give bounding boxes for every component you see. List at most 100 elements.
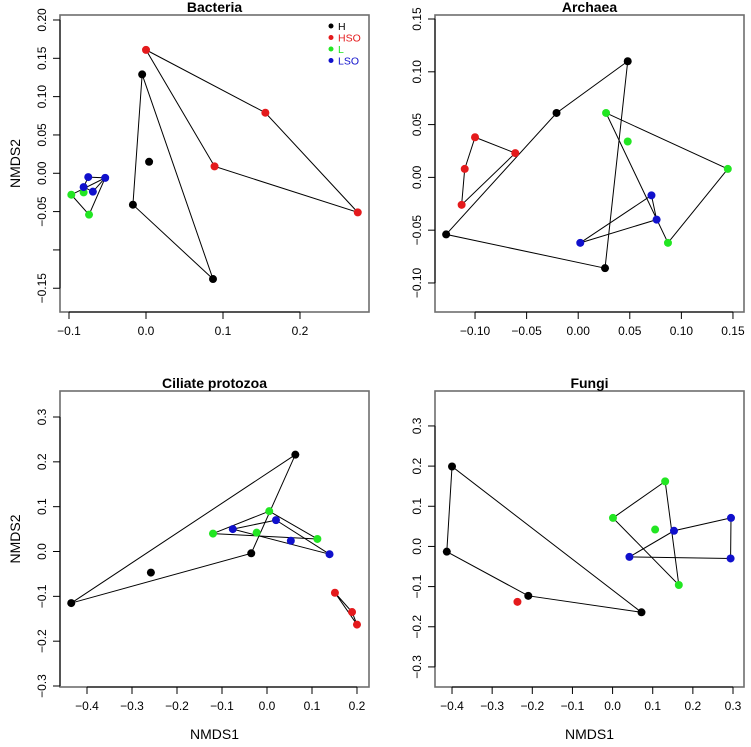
- point-lso: [647, 191, 656, 200]
- point-h: [637, 608, 646, 617]
- x-tick-label: −0.3: [120, 699, 144, 713]
- point-hso: [352, 620, 361, 629]
- panel-title: Ciliate protozoa: [162, 375, 267, 391]
- legend-marker-h: [328, 23, 334, 29]
- panel-title: Fungi: [570, 375, 608, 391]
- hull-l: [70, 176, 107, 216]
- point-h: [448, 462, 457, 471]
- x-tick-label: −0.1: [210, 699, 234, 713]
- x-tick-label: −0.05: [511, 324, 542, 338]
- point-h: [67, 599, 76, 608]
- point-l: [602, 108, 611, 117]
- x-tick-label: −0.10: [460, 324, 491, 338]
- legend-label: HSO: [338, 33, 361, 45]
- y-axis: −0.3 −0.2 −0.1 0.0 0.1 0.2 0.3: [35, 408, 61, 698]
- panel-archaea: Archaea−0.10 −0.05 0.00 0.05 0.10 0.15−0.10−0…: [410, 0, 745, 338]
- panel-title: Bacteria: [187, 0, 242, 15]
- y-tick-label: 0.10: [35, 85, 49, 109]
- legend-marker-l: [328, 46, 334, 52]
- point-h: [601, 264, 610, 273]
- y-tick-label: 0.05: [35, 123, 49, 147]
- point-hso: [210, 162, 219, 171]
- point-l: [313, 534, 322, 543]
- point-lso: [79, 183, 88, 192]
- y-tick-label: −0.2: [35, 629, 49, 653]
- point-lso: [88, 187, 97, 196]
- x-axis-label: NMDS1: [190, 726, 239, 742]
- point-hso: [330, 588, 339, 597]
- x-tick-label: −0.4: [75, 699, 99, 713]
- x-tick-label: 0.2: [292, 324, 309, 338]
- x-axis: −0.10 −0.05 0.00 0.05 0.10 0.15: [460, 311, 745, 338]
- point-hso: [261, 108, 270, 117]
- legend-marker-lso: [328, 58, 334, 63]
- legend-label: LSO: [338, 56, 359, 68]
- y-tick-label: 0.1: [410, 498, 424, 515]
- point-h: [442, 230, 451, 239]
- point-h: [291, 450, 300, 459]
- hull-lso: [627, 517, 732, 559]
- y-tick-label: 0.05: [410, 113, 424, 137]
- y-tick-label: 0.15: [410, 7, 424, 31]
- y-tick-label: 0.20: [35, 8, 49, 32]
- point-lso: [101, 173, 110, 182]
- plot-frame: [59, 390, 370, 688]
- y-tick-label: −0.05: [35, 196, 49, 227]
- y-tick-label: −0.2: [410, 615, 424, 639]
- point-lso: [652, 215, 661, 224]
- point-l: [661, 477, 670, 486]
- point-h: [623, 57, 632, 66]
- y-tick-label: −0.05: [410, 215, 424, 246]
- y-axis-label: NMDS2: [7, 514, 23, 563]
- point-hso: [471, 133, 480, 142]
- point-lso: [726, 554, 735, 563]
- legend-label: L: [338, 44, 344, 56]
- point-l: [651, 525, 660, 534]
- x-tick-label: 0.05: [618, 324, 642, 338]
- point-lso: [84, 173, 93, 182]
- point-hso: [513, 597, 522, 606]
- x-tick-label: 0.2: [685, 699, 702, 713]
- y-tick-label: 0.1: [35, 498, 49, 515]
- point-hso: [460, 164, 469, 173]
- x-tick-label: 0.1: [215, 324, 232, 338]
- hull-h: [70, 453, 297, 604]
- y-tick-label: 0.0: [35, 543, 49, 560]
- y-tick-label: −0.3: [410, 655, 424, 679]
- y-tick-label: 0.00: [410, 165, 424, 189]
- y-tick-label: 0.10: [410, 60, 424, 84]
- point-h: [145, 157, 154, 166]
- point-hso: [353, 208, 362, 217]
- panel-title: Archaea: [562, 0, 617, 15]
- plot-frame: [434, 390, 745, 688]
- y-tick-label: −0.1: [410, 574, 424, 598]
- hull-hso: [144, 48, 360, 214]
- hull-hso: [461, 136, 517, 207]
- point-h: [442, 547, 451, 556]
- y-axis: −0.3 −0.2 −0.1 0.0 0.1 0.2 0.3: [410, 417, 436, 679]
- point-l: [674, 580, 683, 589]
- hull-hso: [334, 592, 358, 625]
- point-lso: [228, 525, 237, 534]
- x-tick-label: −0.3: [480, 699, 504, 713]
- point-l: [723, 164, 732, 173]
- y-tick-label: −0.15: [35, 273, 49, 304]
- x-tick-label: −0.1: [57, 324, 81, 338]
- point-l: [608, 513, 617, 522]
- x-tick-label: 0.3: [725, 699, 742, 713]
- point-h: [247, 549, 256, 558]
- x-axis: −0.1 0.0 0.1 0.2: [57, 311, 309, 338]
- hull-lso: [232, 519, 330, 555]
- x-tick-label: 0.0: [604, 699, 621, 713]
- hull-h: [446, 465, 644, 614]
- hull-lso: [579, 194, 658, 244]
- point-h: [138, 70, 147, 79]
- point-hso: [457, 200, 466, 209]
- x-tick-label: 0.0: [259, 699, 276, 713]
- point-l: [265, 507, 274, 516]
- point-l: [67, 190, 76, 199]
- x-tick-label: 0.00: [567, 324, 591, 338]
- point-lso: [286, 536, 295, 545]
